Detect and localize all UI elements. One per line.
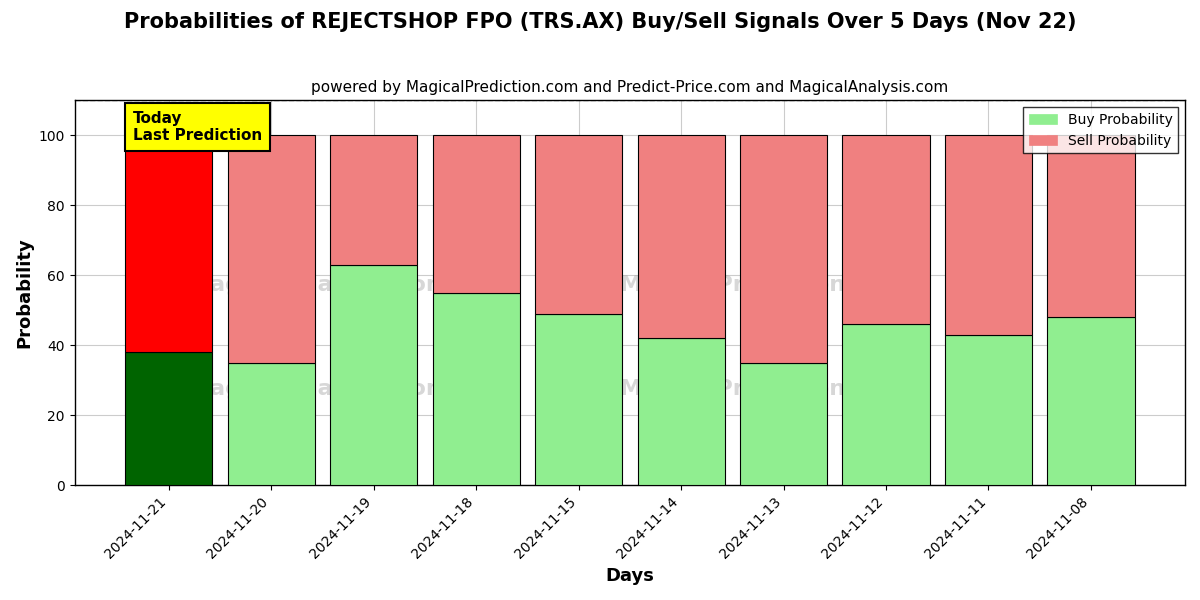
Bar — [535, 314, 622, 485]
Bar — [535, 136, 622, 314]
Text: MagicalPrediction.com: MagicalPrediction.com — [620, 275, 906, 295]
Text: MagicalAnalysis.com: MagicalAnalysis.com — [188, 275, 450, 295]
X-axis label: Days: Days — [605, 567, 654, 585]
Bar — [944, 136, 1032, 335]
Bar — [637, 136, 725, 338]
Bar — [1048, 317, 1134, 485]
Bar — [330, 265, 418, 485]
Text: MagicalAnalysis.com: MagicalAnalysis.com — [188, 379, 450, 399]
Y-axis label: Probability: Probability — [16, 238, 34, 348]
Bar — [740, 362, 827, 485]
Bar — [842, 136, 930, 324]
Title: powered by MagicalPrediction.com and Predict-Price.com and MagicalAnalysis.com: powered by MagicalPrediction.com and Pre… — [311, 80, 948, 95]
Bar — [740, 136, 827, 362]
Bar — [228, 362, 314, 485]
Bar — [125, 136, 212, 352]
Text: Today
Last Prediction: Today Last Prediction — [133, 111, 262, 143]
Bar — [432, 136, 520, 293]
Bar — [944, 335, 1032, 485]
Bar — [228, 136, 314, 362]
Legend: Buy Probability, Sell Probability: Buy Probability, Sell Probability — [1024, 107, 1178, 154]
Bar — [842, 324, 930, 485]
Bar — [125, 352, 212, 485]
Text: MagicalPrediction.com: MagicalPrediction.com — [620, 379, 906, 399]
Bar — [1048, 136, 1134, 317]
Bar — [432, 293, 520, 485]
Bar — [330, 136, 418, 265]
Bar — [637, 338, 725, 485]
Text: Probabilities of REJECTSHOP FPO (TRS.AX) Buy/Sell Signals Over 5 Days (Nov 22): Probabilities of REJECTSHOP FPO (TRS.AX)… — [124, 12, 1076, 32]
